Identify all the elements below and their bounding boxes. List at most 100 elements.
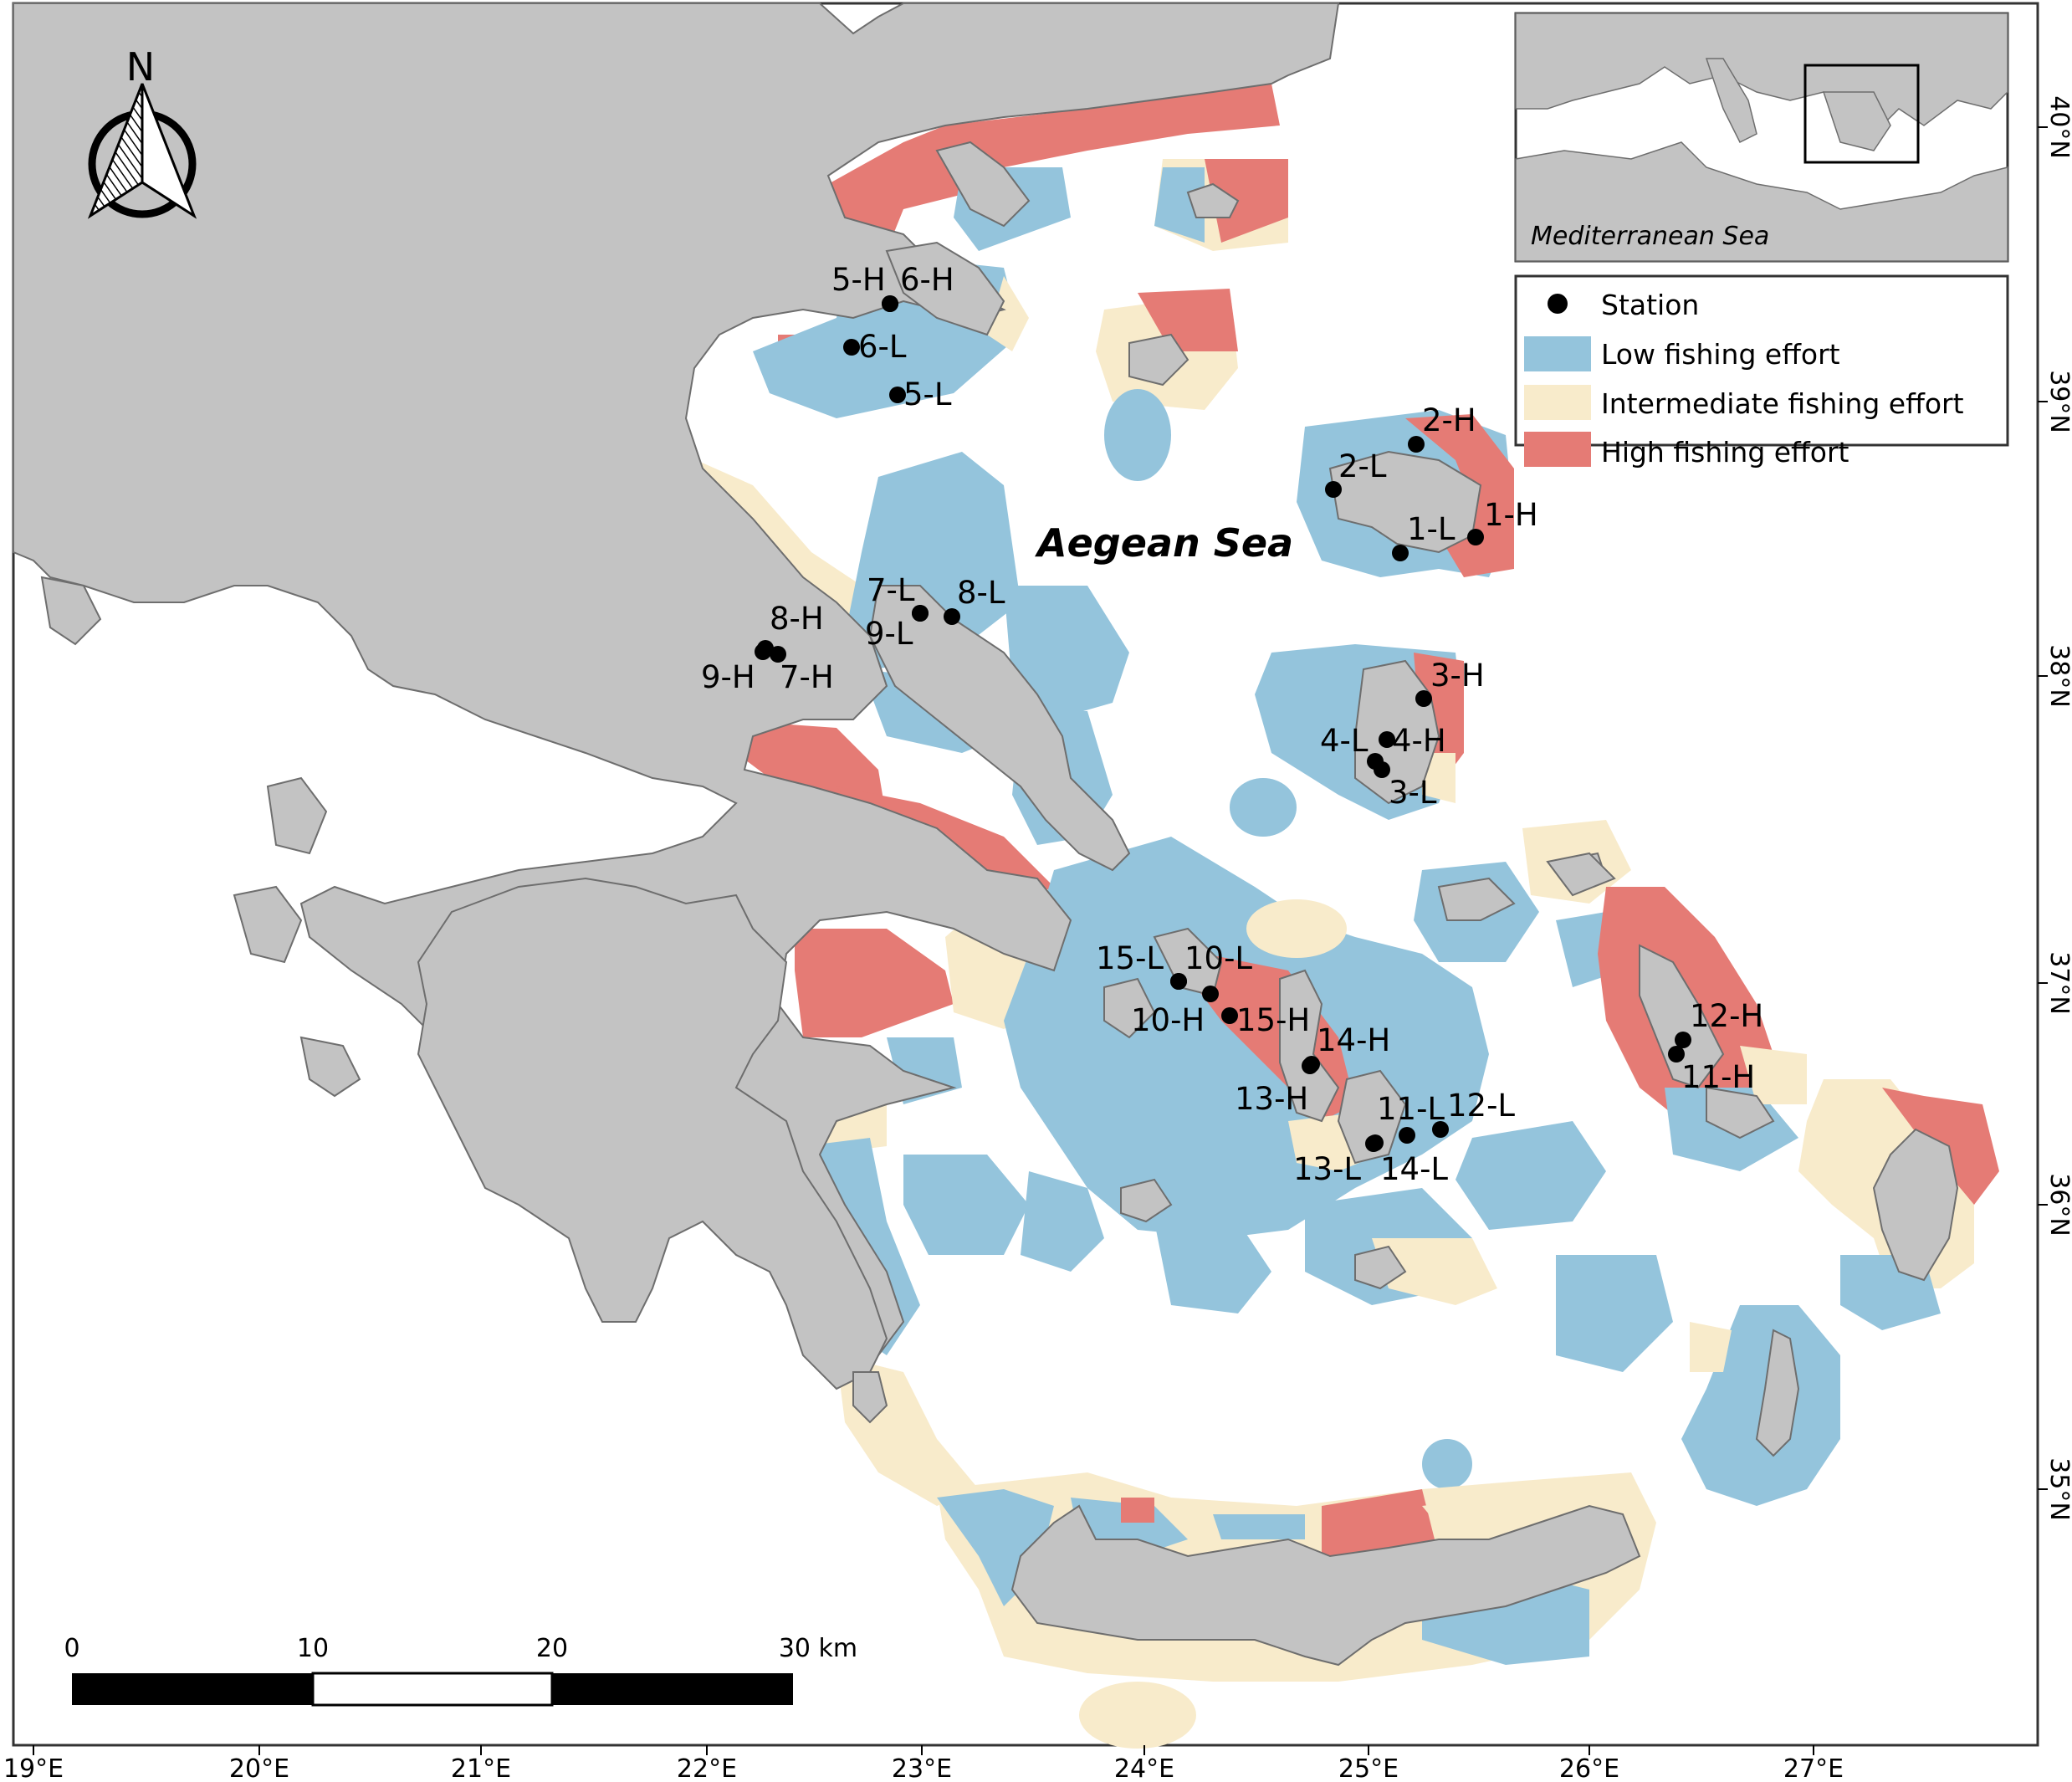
station-marker xyxy=(1303,1056,1320,1073)
station-label: 4-L xyxy=(1320,723,1369,759)
scale-label: 30 km xyxy=(779,1634,857,1663)
station-marker xyxy=(843,339,860,356)
intermediate-effort-zone xyxy=(1422,753,1456,803)
low-effort-zone xyxy=(1556,1255,1673,1372)
station-label: 3-L xyxy=(1389,775,1437,811)
chalkidiki-peninsula xyxy=(885,241,1005,336)
legend-high-row: High fishing effort xyxy=(1524,432,1849,469)
dodecanese-island xyxy=(1639,944,1725,1089)
inset-north-africa xyxy=(1515,141,2008,262)
rhodes-island xyxy=(1872,1128,1959,1282)
low-effort-zone xyxy=(903,1155,1029,1255)
thasos-island xyxy=(1186,182,1240,218)
low-effort-zone xyxy=(1004,586,1129,719)
lon-label: 19°E xyxy=(3,1754,64,1782)
station-label: 6-L xyxy=(858,329,907,365)
legend-low-swatch xyxy=(1524,336,1591,371)
low-effort-zone xyxy=(1213,1514,1305,1539)
naxos-island xyxy=(1337,1069,1407,1165)
station-label: 14-H xyxy=(1317,1022,1390,1058)
station-label: 15-L xyxy=(1096,940,1164,976)
legend-high-label: High fishing effort xyxy=(1601,436,1849,469)
station-marker xyxy=(944,608,960,625)
low-effort-zone xyxy=(1154,1221,1271,1313)
legend-intermediate-label: Intermediate fishing effort xyxy=(1601,387,1964,420)
intermediate-effort-zone xyxy=(1246,899,1347,958)
lat-label: 35°N xyxy=(2044,1457,2072,1521)
north-arrow: N xyxy=(87,44,197,219)
legend: Station Low fishing effort Intermediate … xyxy=(1514,274,2009,447)
station-label: 13-L xyxy=(1293,1151,1361,1187)
station-marker xyxy=(1415,690,1432,707)
cyclades-island xyxy=(1120,1178,1173,1223)
kythira-island xyxy=(852,1371,888,1424)
evia-island xyxy=(868,585,1131,872)
station-label: 8-L xyxy=(957,575,1005,611)
north-label: N xyxy=(126,44,155,90)
station-label: 12-H xyxy=(1690,998,1763,1034)
station-label: 3-H xyxy=(1430,658,1485,694)
intermediate-effort-zone xyxy=(1690,1322,1732,1372)
legend-station-label: Station xyxy=(1601,289,1699,321)
ionian-island xyxy=(299,1036,361,1098)
station-label: 10-H xyxy=(1131,1002,1205,1038)
station-label: 1-L xyxy=(1407,511,1456,547)
high-effort-zone xyxy=(795,929,954,1037)
scale-bar: 0 10 20 30 km xyxy=(64,1634,857,1707)
lat-label: 38°N xyxy=(2044,644,2072,708)
land-masses xyxy=(13,3,1959,1667)
inset-europe xyxy=(1515,13,2008,127)
inset-italy xyxy=(1705,58,1757,144)
crete-island xyxy=(1010,1504,1641,1667)
sea-label: Aegean Sea xyxy=(1035,520,1293,566)
station-label: 4-H xyxy=(1392,723,1446,759)
station-marker xyxy=(1325,481,1342,498)
inset-sea-label: Mediterranean Sea xyxy=(1531,222,1769,251)
legend-high-swatch xyxy=(1524,432,1591,467)
low-effort-zone xyxy=(1154,167,1205,243)
station-label: 2-L xyxy=(1338,448,1387,484)
lon-label: 22°E xyxy=(677,1754,737,1782)
low-effort-zone xyxy=(1104,389,1171,481)
legend-intermediate-swatch xyxy=(1524,385,1591,420)
latitude-labels: 40°N 39°N 38°N 37°N 36°N 35°N xyxy=(2044,95,2072,1521)
station-label: 11-H xyxy=(1681,1059,1755,1095)
lon-label: 25°E xyxy=(1338,1754,1399,1782)
station-marker xyxy=(1392,545,1409,561)
compass-needle-right xyxy=(141,83,197,219)
lon-label: 27°E xyxy=(1783,1754,1844,1782)
station-marker xyxy=(912,605,929,622)
intermediate-effort-zone xyxy=(1372,1238,1497,1305)
scale-label: 10 xyxy=(297,1634,329,1663)
high-effort-zone xyxy=(1121,1498,1154,1523)
lon-label: 20°E xyxy=(229,1754,289,1782)
legend-frame xyxy=(1514,274,2009,447)
lat-label: 37°N xyxy=(2044,951,2072,1015)
low-effort-zone xyxy=(1021,1171,1104,1272)
station-label: 8-H xyxy=(770,601,824,637)
stations: 1-H 1-L 2-H 2-L 3-H 3-L 4-H 4-L 5-H 5-L … xyxy=(701,262,1763,1187)
samos-island xyxy=(1437,877,1516,921)
lat-label: 40°N xyxy=(2044,95,2072,159)
station-marker xyxy=(1675,1032,1691,1048)
station-label: 11-L xyxy=(1377,1091,1445,1127)
scale-segment xyxy=(552,1673,793,1705)
lon-label: 21°E xyxy=(451,1754,511,1782)
lat-label: 39°N xyxy=(2044,370,2072,433)
station-marker xyxy=(1202,986,1219,1002)
station-label: 9-L xyxy=(865,616,913,652)
chalkidiki-peninsula xyxy=(935,141,1031,228)
scale-label: 20 xyxy=(536,1634,568,1663)
station-marker xyxy=(770,646,786,663)
station-label: 2-H xyxy=(1422,402,1476,438)
high-effort-zone xyxy=(828,84,1280,251)
ionian-island xyxy=(40,576,102,646)
station-label: 12-L xyxy=(1447,1088,1515,1124)
inset-study-area-box xyxy=(1803,64,1920,164)
ikaria-island xyxy=(1546,852,1616,897)
station-marker xyxy=(882,295,898,312)
station-marker xyxy=(1365,1135,1382,1152)
station-label: 13-H xyxy=(1235,1081,1308,1117)
graticule-ticks xyxy=(33,126,2048,1755)
